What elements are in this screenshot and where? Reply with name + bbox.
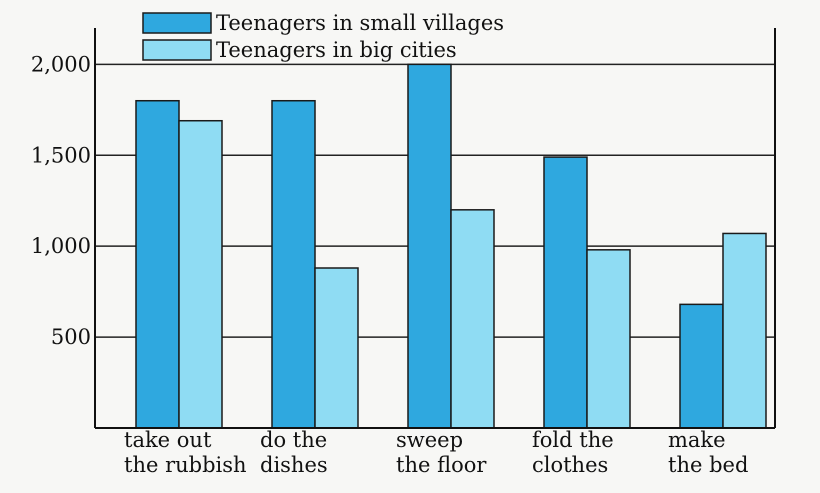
bar-cities-3 (586, 249, 631, 429)
y-tick-label: 2,000 (31, 52, 91, 76)
bar-cities-4 (722, 232, 767, 429)
category-label: the floor (396, 453, 487, 477)
category-label: the bed (668, 453, 748, 477)
category-label: do the (260, 428, 327, 452)
category-label: dishes (260, 453, 328, 477)
category-label: sweep (396, 428, 463, 452)
category-label: clothes (532, 453, 608, 477)
bar-cities-0 (178, 119, 223, 429)
category-label: make (668, 428, 726, 452)
bar-villages-2 (407, 63, 452, 429)
y-tick-label: 500 (51, 325, 91, 349)
legend-swatch (142, 39, 212, 61)
category-label: take out (124, 428, 212, 452)
category-label: fold the (532, 428, 614, 452)
y-axis-tick-labels: 500 1,000 1,500 2,000 (31, 52, 91, 349)
legend-label: Teenagers in big cities (216, 38, 457, 62)
bar-cities-2 (450, 209, 495, 429)
y-tick-label: 1,000 (31, 234, 91, 258)
category-label: the rubbish (124, 453, 247, 477)
bar-villages-1 (271, 99, 316, 429)
axes (94, 28, 776, 429)
legend-label: Teenagers in small villages (216, 11, 504, 35)
bar-cities-1 (314, 267, 359, 429)
legend-swatch (142, 12, 212, 34)
bar-villages-0 (135, 99, 180, 429)
bar-villages-4 (679, 303, 724, 429)
legend: Teenagers in small villages Teenagers in … (142, 11, 504, 62)
bar-villages-3 (543, 156, 588, 429)
y-tick-label: 1,500 (31, 143, 91, 167)
